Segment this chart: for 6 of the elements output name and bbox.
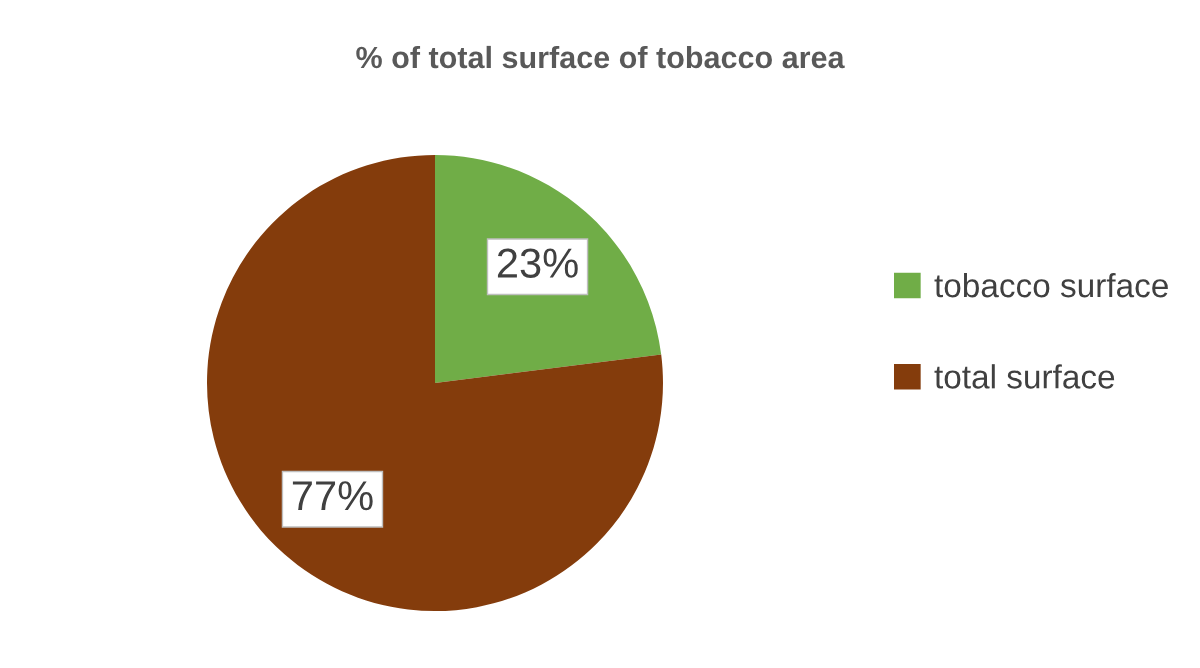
chart-title: % of total surface of tobacco area bbox=[356, 45, 845, 69]
legend-label: tobacco surface bbox=[934, 272, 1168, 298]
data-label: 23% bbox=[497, 248, 578, 278]
legend-label: total surface bbox=[934, 364, 1115, 389]
data-label: 77% bbox=[292, 481, 373, 511]
pie-slice bbox=[207, 155, 663, 611]
